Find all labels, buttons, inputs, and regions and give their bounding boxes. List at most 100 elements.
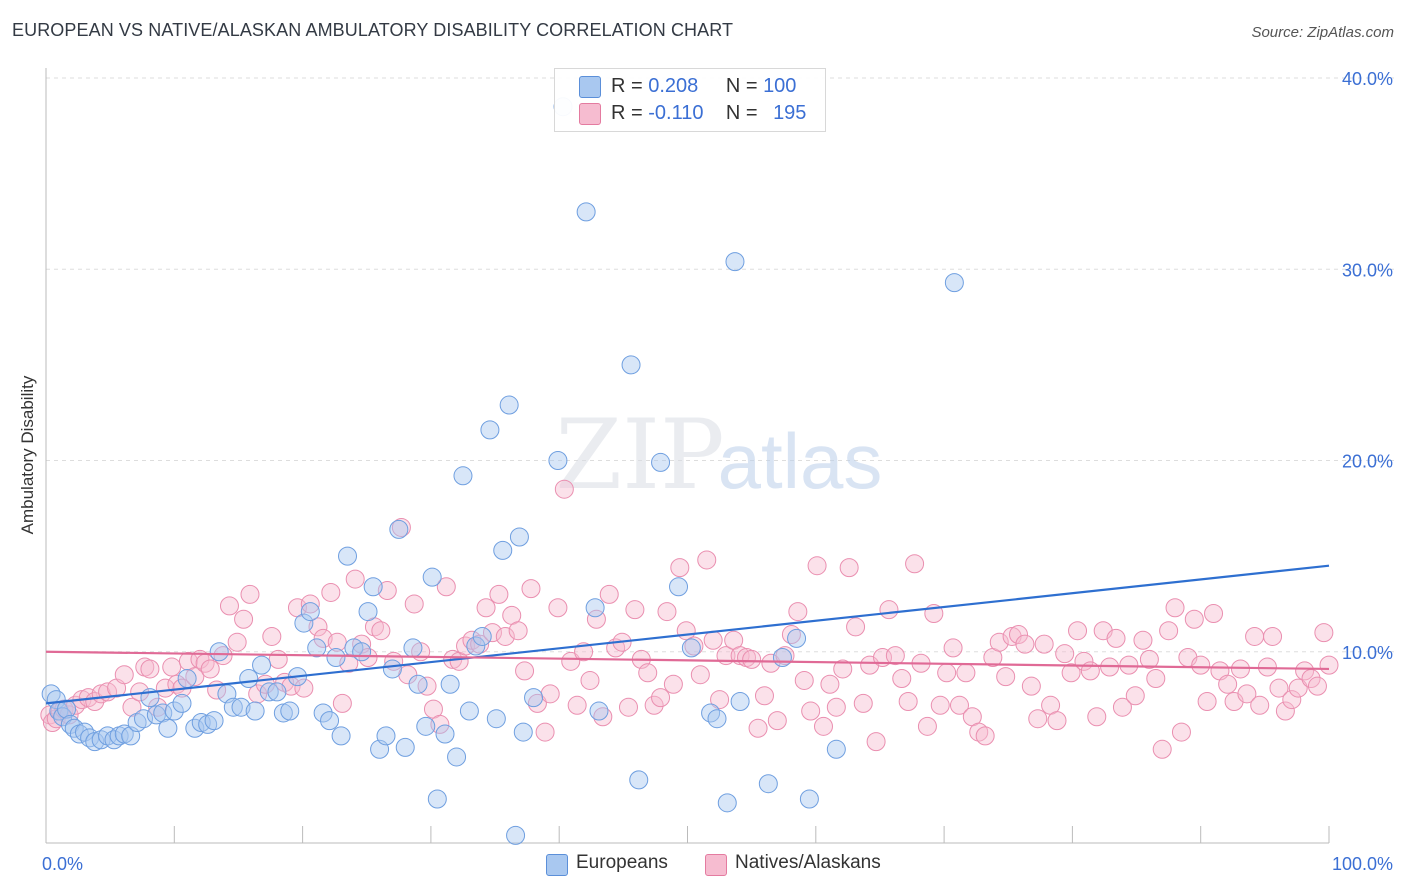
europeans-point bbox=[548, 451, 568, 470]
natives-point bbox=[1319, 655, 1339, 675]
natives-point bbox=[697, 550, 717, 570]
europeans-point bbox=[389, 519, 409, 539]
natives-point bbox=[905, 554, 925, 574]
europeans-point bbox=[164, 701, 184, 721]
europeans-point bbox=[408, 674, 428, 694]
x-tick-label: 100.0% bbox=[1332, 854, 1393, 874]
natives-point bbox=[476, 598, 496, 618]
europeans-point bbox=[758, 774, 778, 794]
europeans-point bbox=[245, 701, 265, 721]
natives-point bbox=[213, 646, 233, 666]
europeans-point bbox=[376, 726, 396, 746]
europeans-trend-line bbox=[45, 564, 1330, 705]
natives-point bbox=[956, 663, 976, 683]
europeans-point bbox=[259, 682, 279, 702]
natives-point bbox=[1263, 626, 1283, 646]
europeans-point bbox=[651, 452, 671, 472]
europeans-point bbox=[294, 613, 314, 633]
natives-point bbox=[943, 638, 963, 658]
natives-point bbox=[794, 670, 814, 690]
natives-point bbox=[1269, 678, 1289, 698]
europeans-point bbox=[231, 697, 251, 717]
natives-point bbox=[345, 569, 365, 589]
europeans-point bbox=[427, 789, 447, 809]
natives-point bbox=[1250, 695, 1270, 715]
natives-point bbox=[1197, 691, 1217, 711]
europeans-point bbox=[158, 718, 178, 738]
europeans-point bbox=[730, 691, 750, 711]
r-label: R = bbox=[611, 75, 643, 97]
chart-title: EUROPEAN VS NATIVE/ALASKAN AMBULATORY DI… bbox=[12, 20, 734, 40]
europeans-point bbox=[826, 739, 846, 759]
europeans-point bbox=[440, 674, 460, 694]
natives-point bbox=[781, 625, 801, 645]
y-tick-label: 20.0% bbox=[1342, 452, 1393, 472]
y-tick-label: 40.0% bbox=[1342, 69, 1393, 89]
natives-point bbox=[1133, 630, 1153, 650]
natives-point bbox=[754, 686, 774, 706]
natives-point bbox=[625, 600, 645, 620]
natives-point bbox=[122, 697, 142, 717]
natives-point bbox=[1068, 621, 1088, 641]
natives-point bbox=[1009, 625, 1029, 645]
natives-point bbox=[657, 602, 677, 622]
y-tick-label: 30.0% bbox=[1342, 260, 1393, 280]
natives-point bbox=[1191, 655, 1211, 675]
natives-point bbox=[227, 632, 247, 652]
europeans-point bbox=[466, 636, 486, 656]
natives-point bbox=[670, 558, 690, 578]
natives-point bbox=[495, 626, 515, 646]
natives-point bbox=[1034, 634, 1054, 654]
correlation-legend: R = 0.208 N = 100 R = -0.110 N = 195 bbox=[554, 68, 826, 132]
europeans-point bbox=[524, 688, 544, 708]
europeans-point bbox=[416, 716, 436, 736]
natives-point bbox=[892, 669, 912, 689]
natives-point bbox=[332, 693, 352, 713]
natives-point bbox=[846, 617, 866, 637]
europeans-point bbox=[204, 711, 224, 731]
natives-point bbox=[996, 667, 1016, 687]
r-value: -0.110 bbox=[648, 102, 704, 124]
natives-point bbox=[1021, 676, 1041, 696]
natives-point bbox=[294, 678, 314, 698]
natives-point bbox=[949, 695, 969, 715]
natives-point bbox=[833, 659, 853, 679]
natives-point bbox=[313, 628, 333, 648]
natives-point bbox=[593, 707, 613, 727]
natives-point bbox=[339, 653, 359, 673]
y-tick-label: 10.0% bbox=[1342, 643, 1393, 663]
natives-point bbox=[684, 636, 704, 656]
natives-trend-line bbox=[45, 650, 1330, 671]
natives-point bbox=[521, 579, 541, 599]
europeans-point bbox=[74, 722, 94, 742]
natives-point bbox=[1237, 684, 1257, 704]
natives-point bbox=[866, 732, 886, 752]
europeans-swatch bbox=[546, 854, 568, 876]
natives-point bbox=[618, 697, 638, 717]
europeans-point bbox=[280, 701, 300, 721]
europeans-point bbox=[422, 567, 442, 587]
natives-point bbox=[807, 556, 827, 576]
natives-point bbox=[430, 714, 450, 734]
europeans-point bbox=[459, 701, 479, 721]
natives-point bbox=[1047, 711, 1067, 731]
europeans-point bbox=[153, 703, 173, 723]
natives-point bbox=[826, 697, 846, 717]
europeans-point bbox=[472, 626, 492, 646]
europeans-point bbox=[717, 793, 737, 813]
natives-point bbox=[1106, 628, 1126, 648]
natives-point bbox=[975, 726, 995, 746]
natives-point bbox=[114, 665, 134, 685]
europeans-point bbox=[621, 355, 641, 375]
natives-point bbox=[1159, 621, 1179, 641]
natives-point bbox=[1125, 686, 1145, 706]
natives-point bbox=[240, 584, 260, 604]
europeans-point bbox=[146, 705, 166, 725]
natives-point bbox=[234, 609, 254, 629]
natives-point bbox=[813, 716, 833, 736]
europeans-point bbox=[300, 602, 320, 622]
europeans-point bbox=[787, 628, 807, 648]
natives-point bbox=[404, 594, 424, 614]
n-label: N = bbox=[725, 102, 758, 124]
natives-point bbox=[644, 695, 664, 715]
